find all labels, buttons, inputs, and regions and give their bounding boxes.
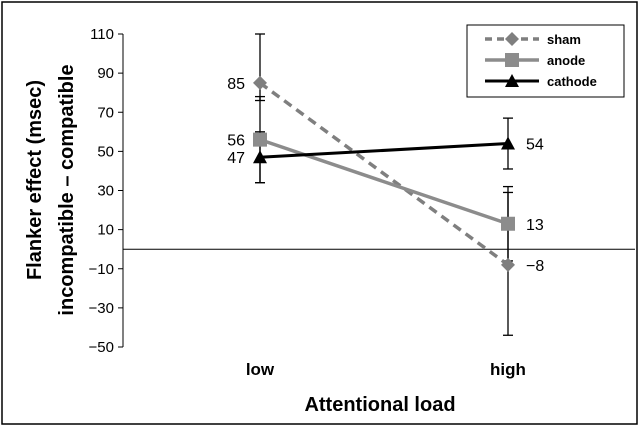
x-tick-label-low: low [246, 360, 275, 379]
series-line-cathode [259, 142, 509, 159]
data-label-cathode-high: 54 [526, 137, 544, 154]
y-tick-label: −30 [89, 300, 114, 317]
data-label-sham-high: −8 [526, 258, 544, 275]
x-axis-title: Attentional load [304, 394, 455, 416]
y-tick-label: 30 [97, 183, 114, 200]
y-tick-label: 110 [90, 26, 114, 43]
data-point-cathode-high [501, 136, 515, 150]
y-tick-label: −10 [89, 261, 114, 278]
data-point-sham-low [253, 75, 267, 90]
data-point-cathode-low [253, 150, 267, 164]
legend-marker-cathode [505, 74, 519, 87]
y-tick-label: −50 [89, 339, 114, 356]
y-tick-label: 70 [97, 104, 114, 121]
data-label-anode-high: 13 [526, 217, 544, 234]
legend: sham anode cathode [466, 24, 625, 98]
data-label-cathode-low: 47 [227, 150, 245, 167]
series-group: 85 −8 56 13 47 54 [227, 33, 544, 336]
y-tick-label: 50 [97, 143, 114, 160]
legend-marker-sham [505, 32, 519, 46]
data-label-anode-low: 56 [227, 133, 245, 150]
x-axis-labels: low high [246, 360, 526, 379]
y-axis: −50 −30 −10 10 30 50 70 90 110 [89, 26, 124, 356]
data-point-anode-high [501, 216, 515, 231]
series-line-sham [258, 81, 510, 267]
y-axis-title-line2: incompatible – compatible [56, 64, 78, 315]
data-point-sham-high [501, 257, 515, 272]
y-tick-label: 10 [97, 222, 114, 239]
data-point-anode-low [253, 132, 267, 147]
legend-label-anode: anode [547, 53, 585, 68]
legend-label-cathode: cathode [547, 74, 597, 89]
data-label-sham-low: 85 [227, 76, 245, 93]
x-tick-label-high: high [490, 360, 526, 379]
y-tick-label: 90 [97, 65, 114, 82]
legend-marker-anode [505, 53, 519, 67]
legend-label-sham: sham [547, 32, 581, 47]
y-axis-title-line1: Flanker effect (msec) [24, 80, 46, 280]
